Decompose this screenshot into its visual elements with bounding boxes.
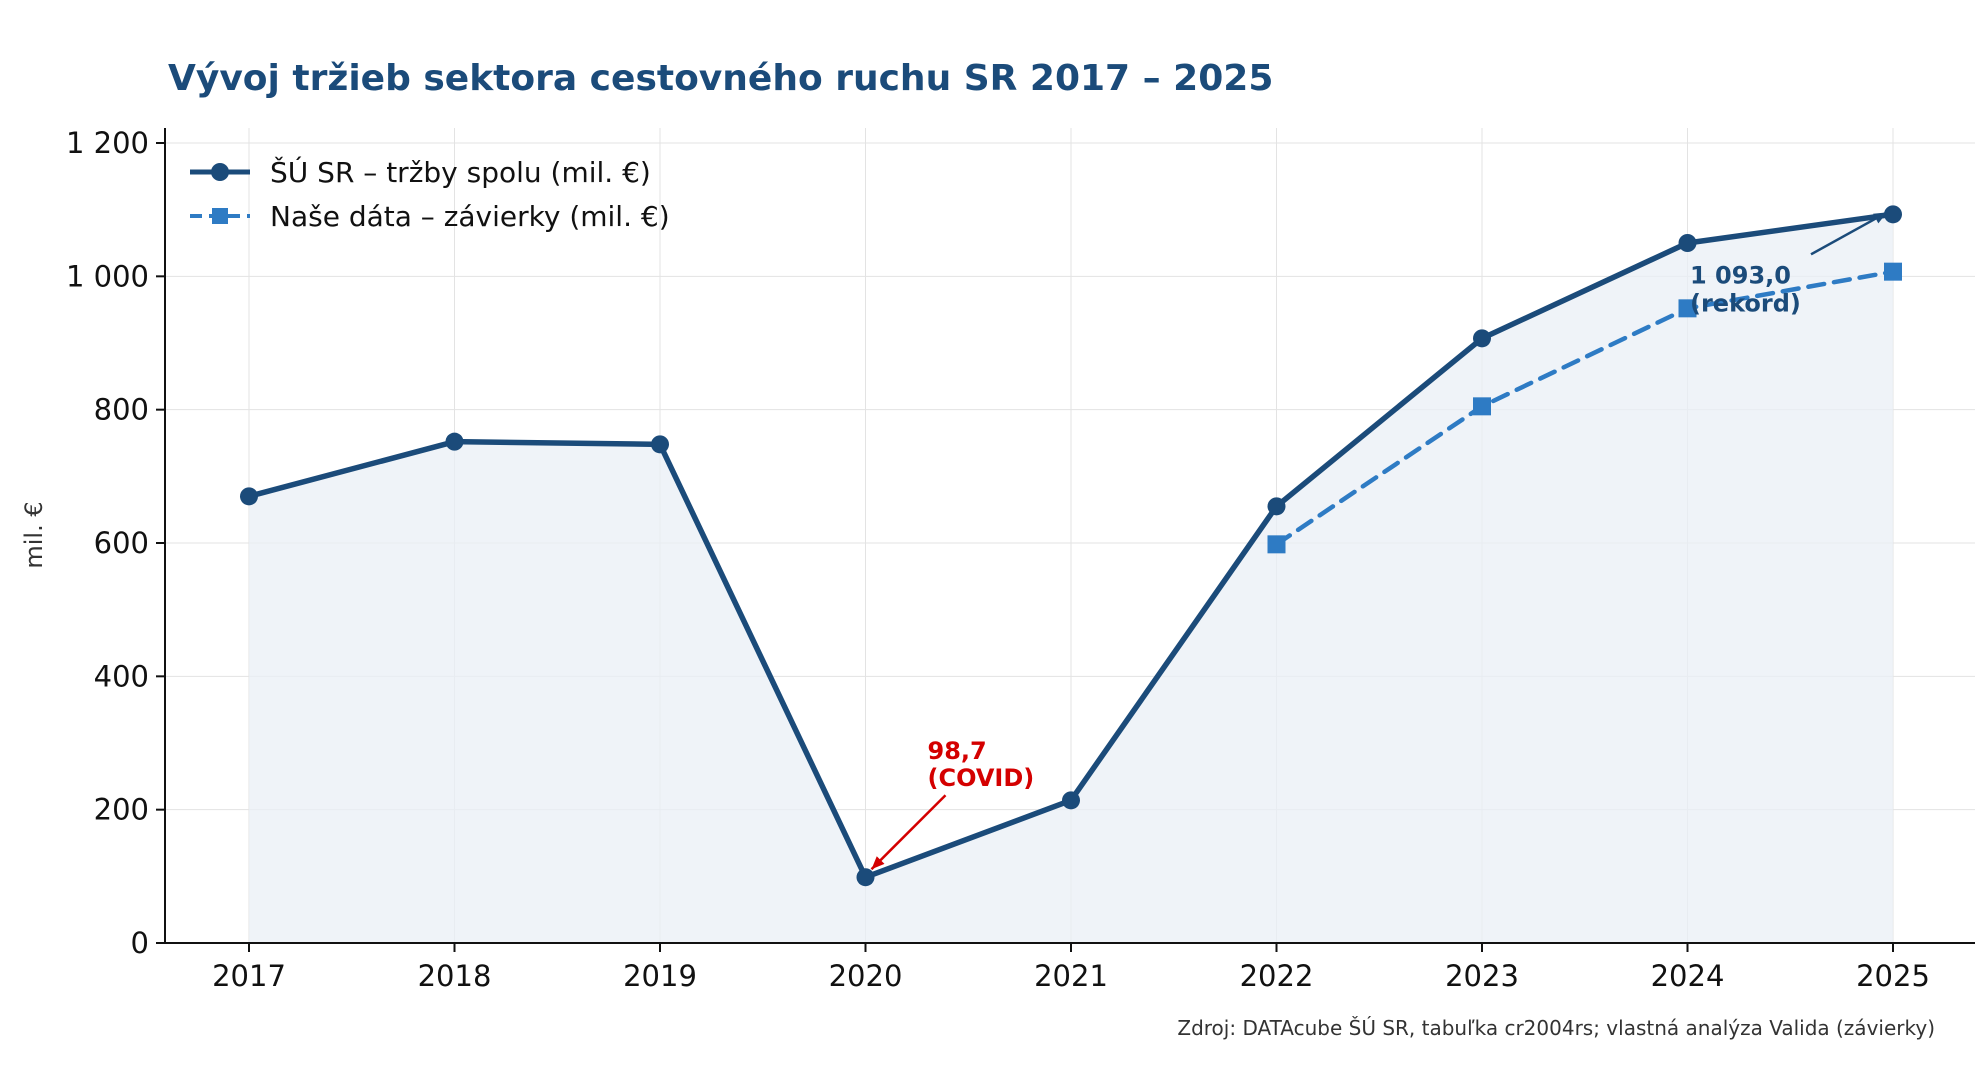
- data-point: [651, 435, 669, 454]
- y-tick-label: 200: [94, 793, 149, 827]
- data-point: [1678, 299, 1697, 318]
- data-point: [1473, 329, 1491, 348]
- annotation-covid: 98,7 (COVID): [870, 737, 1035, 871]
- data-point: [1267, 497, 1286, 516]
- x-tick-label: 2024: [1651, 959, 1725, 993]
- x-tick-label: 2020: [829, 959, 903, 993]
- y-axis-label: mil. €: [20, 501, 48, 568]
- legend-label-2: Naše dáta – závierky (mil. €): [270, 200, 670, 233]
- data-point: [1267, 535, 1286, 554]
- record-arrowhead: [1873, 212, 1887, 224]
- legend-marker-2: [212, 208, 228, 224]
- chart-title: Vývoj tržieb sektora cestovného ruchu SR…: [168, 58, 1273, 99]
- x-tick-label: 2018: [418, 959, 492, 993]
- legend: ŠÚ SR – tržby spolu (mil. €) Naše dáta –…: [190, 155, 670, 233]
- x-tick-label: 2019: [623, 959, 697, 993]
- legend-marker-1: [211, 163, 229, 181]
- annotation-covid-label: (COVID): [928, 764, 1035, 792]
- source-note: Zdroj: DATAcube ŠÚ SR, tabuľka cr2004rs;…: [1177, 1016, 1935, 1040]
- covid-arrowhead: [871, 856, 885, 870]
- x-tick-label: 2022: [1240, 959, 1314, 993]
- x-tick-label: 2025: [1856, 959, 1930, 993]
- y-tick-label: 600: [94, 526, 149, 560]
- data-point: [856, 868, 875, 887]
- series: [240, 205, 1902, 887]
- x-tick-label: 2017: [212, 959, 286, 993]
- data-point: [1678, 234, 1697, 252]
- y-tick-label: 1 000: [66, 259, 149, 293]
- y-axis-ticks: 0 200 400 600 800 1 000 1 200: [66, 126, 165, 960]
- data-point: [1884, 205, 1902, 224]
- legend-label-1: ŠÚ SR – tržby spolu (mil. €): [270, 155, 651, 189]
- series-line-2: [1274, 269, 1896, 547]
- annotation-record-label: (rekord): [1690, 289, 1801, 317]
- covid-arrow: [870, 794, 947, 871]
- y-tick-label: 0: [131, 926, 149, 960]
- annotation-record-value: 1 093,0: [1690, 261, 1791, 289]
- data-point: [1062, 791, 1080, 810]
- data-point: [240, 487, 258, 506]
- annotation-record: 1 093,0 (rekord): [1690, 211, 1888, 317]
- data-point: [1473, 397, 1491, 416]
- x-tick-label: 2021: [1034, 959, 1108, 993]
- x-axis-ticks: 2017 2018 2019 2020 2021 2022 2023 2024 2025: [212, 943, 1930, 993]
- y-tick-label: 400: [94, 659, 149, 693]
- annotation-covid-value: 98,7: [928, 737, 987, 765]
- x-tick-label: 2023: [1445, 959, 1519, 993]
- data-point: [1884, 262, 1902, 281]
- record-arrow: [1810, 211, 1888, 256]
- area-fill: [249, 214, 1893, 944]
- data-point: [445, 432, 464, 451]
- y-tick-label: 800: [94, 393, 149, 427]
- y-tick-label: 1 200: [66, 126, 149, 160]
